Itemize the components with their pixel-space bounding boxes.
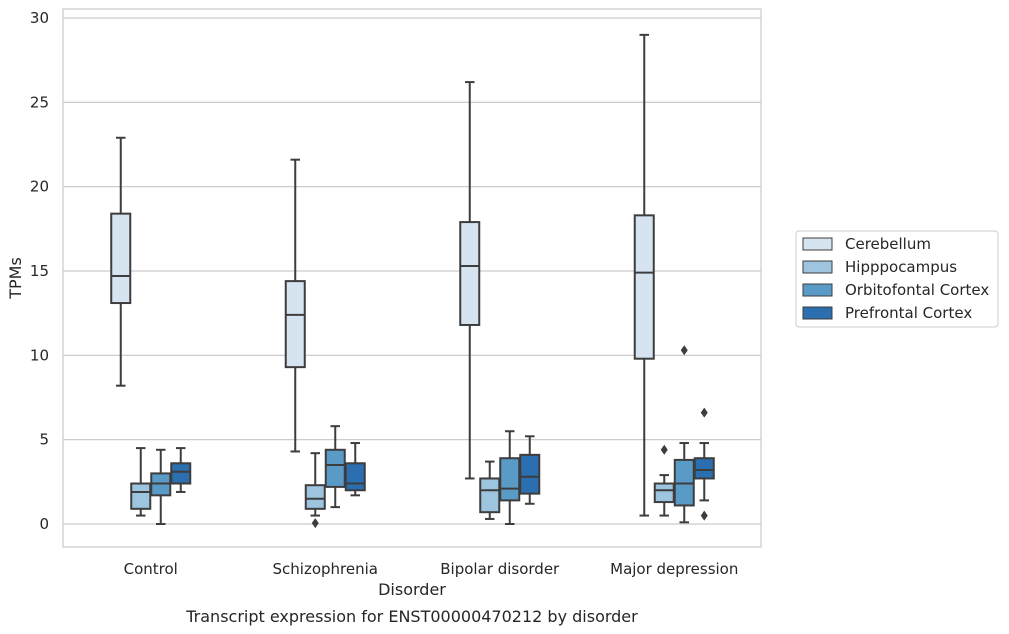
legend-swatch xyxy=(802,260,833,274)
legend-label: Orbitofontal Cortex xyxy=(845,281,989,299)
iqr-box xyxy=(479,477,501,514)
x-axis-ticks: Control Schizophrenia Bipolar disorder Majo… xyxy=(124,560,739,578)
box xyxy=(150,448,172,525)
box xyxy=(304,452,326,529)
y-tick-label: 20 xyxy=(30,178,49,196)
box xyxy=(479,460,501,520)
box xyxy=(110,136,132,387)
legend-swatch xyxy=(802,306,833,320)
outlier-point xyxy=(700,407,708,418)
y-axis-label: TPMs xyxy=(6,257,25,300)
box xyxy=(499,430,521,525)
grid-lines xyxy=(63,17,761,525)
box xyxy=(284,158,306,453)
iqr-box xyxy=(693,457,715,480)
iqr-box xyxy=(304,484,326,510)
outlier-point xyxy=(680,345,688,356)
legend: Cerebellum Hipppocampus Orbitofontal Corte… xyxy=(795,230,999,328)
box xyxy=(653,444,675,517)
y-axis-ticks: 0 5 10 15 20 25 30 xyxy=(30,9,49,533)
box xyxy=(633,33,655,517)
legend-label: Cerebellum xyxy=(845,235,931,253)
box xyxy=(673,345,695,524)
chart-caption: Transcript expression for ENST0000047021… xyxy=(185,607,638,626)
x-tick-label: Control xyxy=(124,560,178,578)
y-tick-label: 15 xyxy=(30,262,49,280)
series-orbitofontal-cortex xyxy=(150,345,695,525)
series-cerebellum xyxy=(110,33,655,517)
iqr-box xyxy=(130,482,152,510)
outlier-point xyxy=(700,510,708,521)
box xyxy=(324,425,346,509)
box xyxy=(170,447,192,493)
iqr-box xyxy=(284,280,306,369)
y-tick-label: 10 xyxy=(30,346,49,364)
x-axis-label: Disorder xyxy=(378,580,446,599)
iqr-box xyxy=(653,482,675,504)
iqr-box xyxy=(344,462,366,492)
y-tick-label: 30 xyxy=(30,9,49,27)
legend-swatch xyxy=(802,283,833,297)
y-tick-label: 25 xyxy=(30,93,49,111)
outlier-point xyxy=(660,444,668,455)
series-prefrontal-cortex xyxy=(170,407,715,521)
box-series xyxy=(110,33,715,529)
legend-label: Prefrontal Cortex xyxy=(845,304,972,322)
legend-swatch xyxy=(802,237,833,251)
box xyxy=(344,442,366,497)
iqr-box xyxy=(499,457,521,502)
x-tick-label: Major depression xyxy=(610,560,738,578)
iqr-box xyxy=(519,453,541,495)
box xyxy=(130,447,152,517)
x-tick-label: Schizophrenia xyxy=(273,560,378,578)
box xyxy=(459,81,481,480)
iqr-box xyxy=(459,221,481,326)
iqr-box xyxy=(110,212,132,305)
plot-area-frame xyxy=(62,8,762,548)
x-tick-label: Bipolar disorder xyxy=(440,560,560,578)
iqr-box xyxy=(633,214,655,360)
iqr-box xyxy=(170,462,192,485)
y-tick-label: 0 xyxy=(39,515,49,533)
iqr-box xyxy=(324,448,346,488)
outlier-point xyxy=(311,518,319,529)
box xyxy=(519,435,541,505)
y-tick-label: 5 xyxy=(39,431,49,449)
legend-label: Hipppocampus xyxy=(845,258,957,276)
series-hipppocampus xyxy=(130,444,675,529)
legend-frame xyxy=(795,230,999,328)
box xyxy=(693,407,715,521)
